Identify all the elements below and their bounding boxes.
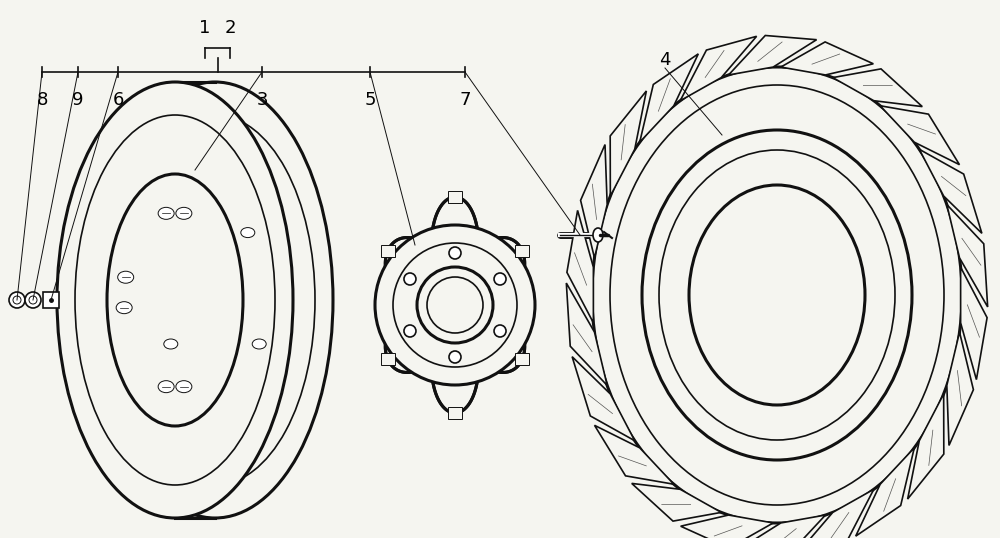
Ellipse shape [689,185,865,405]
Ellipse shape [116,302,132,314]
Polygon shape [856,448,914,536]
Ellipse shape [449,247,461,259]
FancyBboxPatch shape [448,191,462,203]
Ellipse shape [593,228,603,242]
FancyBboxPatch shape [381,245,395,257]
Text: 7: 7 [459,91,471,109]
Ellipse shape [449,351,461,363]
Ellipse shape [9,292,25,308]
Ellipse shape [29,296,37,304]
Polygon shape [581,145,607,258]
FancyBboxPatch shape [515,353,529,365]
Polygon shape [632,484,721,521]
Ellipse shape [494,273,506,285]
Polygon shape [681,515,773,538]
Polygon shape [680,36,757,101]
Polygon shape [610,91,646,196]
Polygon shape [781,42,873,75]
Polygon shape [572,357,635,441]
Ellipse shape [241,228,255,238]
Ellipse shape [404,325,416,337]
Text: 8: 8 [36,91,48,109]
Polygon shape [797,489,874,538]
Ellipse shape [642,130,912,460]
FancyBboxPatch shape [448,407,462,419]
Ellipse shape [176,381,192,393]
Text: 3: 3 [256,91,268,109]
Polygon shape [737,515,825,538]
Ellipse shape [164,339,178,349]
FancyBboxPatch shape [515,245,529,257]
FancyBboxPatch shape [381,353,395,365]
FancyBboxPatch shape [43,292,59,308]
Polygon shape [947,332,973,445]
Ellipse shape [158,381,174,393]
Ellipse shape [176,207,192,220]
Text: 1: 1 [199,19,211,37]
Ellipse shape [417,267,493,343]
Ellipse shape [118,271,134,283]
Ellipse shape [494,325,506,337]
Polygon shape [640,54,698,142]
Ellipse shape [592,67,962,523]
Text: 6: 6 [112,91,124,109]
Polygon shape [595,426,674,484]
Text: 2: 2 [224,19,236,37]
Polygon shape [908,394,944,499]
Ellipse shape [375,225,535,385]
Ellipse shape [13,296,21,304]
Polygon shape [729,36,817,75]
Ellipse shape [252,339,266,349]
Polygon shape [833,69,922,107]
Ellipse shape [107,174,243,426]
Polygon shape [947,204,988,307]
Polygon shape [919,149,982,233]
Ellipse shape [404,273,416,285]
Polygon shape [567,210,593,323]
Polygon shape [566,283,607,385]
Ellipse shape [57,82,293,518]
Text: 9: 9 [72,91,84,109]
Ellipse shape [158,207,174,220]
Polygon shape [385,197,525,413]
Polygon shape [961,267,987,380]
Text: 5: 5 [364,91,376,109]
Text: 4: 4 [659,51,671,69]
Polygon shape [880,106,959,165]
Ellipse shape [25,292,41,308]
